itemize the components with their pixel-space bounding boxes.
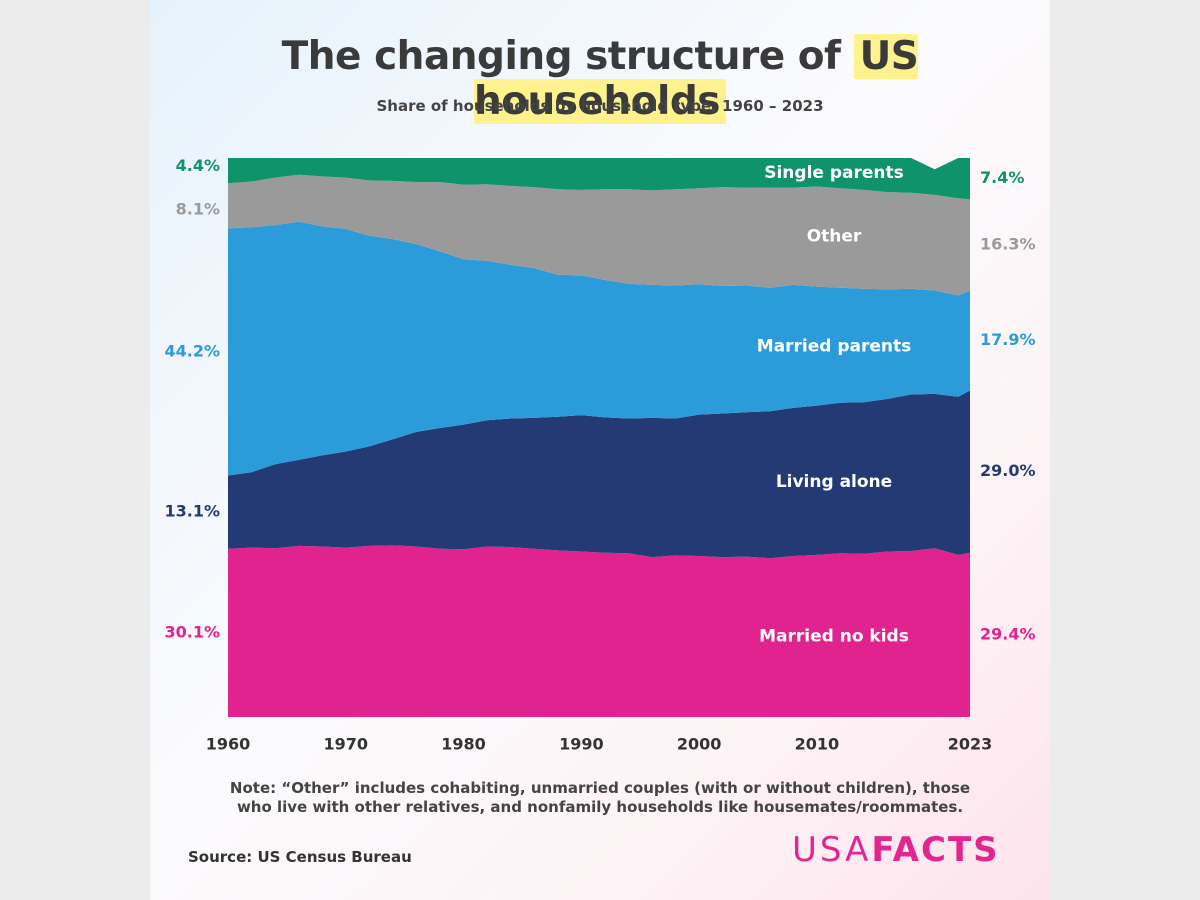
end-label-married-parents: 17.9% (980, 330, 1036, 349)
x-tick-2000: 2000 (677, 735, 722, 754)
area-other (228, 174, 970, 296)
x-tick-1970: 1970 (324, 735, 369, 754)
chart-title: The changing structure of US households (150, 34, 1050, 124)
x-tick-1960: 1960 (206, 735, 251, 754)
area-label-married-no-kids: Married no kids (759, 627, 909, 647)
title-text: The changing structure of (281, 34, 854, 79)
area-label-other: Other (807, 226, 862, 246)
footnote: Note: “Other” includes cohabiting, unmar… (229, 779, 971, 816)
area-single-parents (228, 158, 970, 200)
area-label-married-parents: Married parents (757, 336, 912, 356)
area-label-living-alone: Living alone (776, 472, 892, 492)
x-tick-2010: 2010 (795, 735, 840, 754)
end-label-married-no-kids: 29.4% (980, 624, 1036, 643)
start-label-other: 8.1% (176, 199, 220, 218)
area-label-single-parents: Single parents (764, 163, 904, 183)
logo-text-usa: USA (792, 830, 872, 870)
stacked-area-chart: 30.1% 29.4% Married no kids 13.1% 29.0% Livin… (164, 156, 1036, 754)
start-label-married-no-kids: 30.1% (164, 622, 220, 641)
x-tick-1990: 1990 (559, 735, 604, 754)
start-label-married-parents: 44.2% (164, 341, 220, 360)
area-married-parents (228, 221, 970, 476)
start-label-single-parents: 4.4% (176, 156, 220, 175)
infographic-card: The changing structure of US households … (150, 0, 1050, 900)
end-label-single-parents: 7.4% (980, 168, 1024, 187)
chart-subtitle: Share of households by household type, 1… (376, 97, 824, 115)
start-label-living-alone: 13.1% (164, 502, 220, 521)
end-label-living-alone: 29.0% (980, 461, 1036, 480)
source-label: Source: US Census Bureau (188, 848, 412, 866)
left-margin (0, 0, 150, 900)
x-tick-2023: 2023 (948, 735, 993, 754)
logo-text-facts: FACTS (871, 830, 1000, 870)
area-married-no-kids (228, 545, 970, 717)
right-margin (1050, 0, 1200, 900)
area-living-alone (228, 390, 970, 559)
x-tick-1980: 1980 (441, 735, 486, 754)
end-label-other: 16.3% (980, 234, 1036, 253)
usafacts-logo: USAFACTS (792, 830, 1000, 870)
